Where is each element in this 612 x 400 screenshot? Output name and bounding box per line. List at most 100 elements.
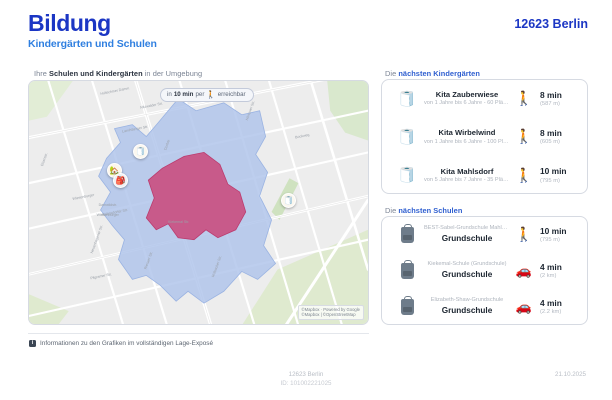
pedestrian-icon: 🚶 — [515, 226, 533, 242]
page-header: Bildung Kindergärten und Schulen 12623 B… — [0, 0, 612, 62]
footnote-text: Informationen zu den Grafiken im vollstä… — [40, 340, 214, 347]
school-row[interactable]: BEST-Sabel-Grundschule Mahlsdorf Grundsc… — [382, 217, 587, 253]
map-attribution: ©Mapbox · Powered by Google ©Mapbox | ©O… — [297, 304, 364, 320]
iso-value: 10 min — [173, 90, 194, 98]
school-name: Elizabeth-Shaw-Grundschule — [430, 297, 504, 304]
footer-location: 12623 Berlin — [288, 371, 324, 378]
map-caption-prefix: Ihre — [34, 69, 50, 78]
school-section-caption: Die nächsten Schulen — [385, 206, 462, 215]
school-marker-1[interactable]: 🎒 — [113, 173, 128, 188]
car-icon: 🚗 — [515, 299, 533, 314]
kindergarten-info: Kita Mahlsdorf von 5 Jahre bis 7 Jahre -… — [422, 167, 512, 185]
travel-time: 10 min — [540, 166, 567, 177]
svg-text:Damwildstr.: Damwildstr. — [99, 203, 117, 207]
kindergarten-travel: 8 min (587 m) — [536, 90, 578, 109]
iso-prefix: in — [167, 90, 172, 98]
map-green-sw — [29, 294, 69, 324]
kindergarten-name: Kita Zauberwiese — [435, 89, 499, 99]
svg-text:Bockweg: Bockweg — [295, 133, 310, 140]
page-title: Bildung — [28, 10, 111, 36]
kindergarten-name: Kita Wirbelwind — [438, 128, 496, 138]
kindergarten-row[interactable]: 🧻 Kita Mahlsdorf von 5 Jahre bis 7 Jahre… — [382, 157, 587, 195]
map-container[interactable]: Hultschiner Damm Nitzwalder Str. Landsbe… — [28, 80, 369, 325]
travel-time: 10 min — [540, 225, 567, 236]
map-section-caption: Ihre Schulen und Kindergärten in der Umg… — [34, 69, 202, 78]
school-type: Grundschule — [441, 233, 493, 243]
zipcode-label: 12623 Berlin — [514, 17, 588, 31]
school-travel: 4 min (2 km) — [536, 262, 578, 281]
pedestrian-icon: 🚶 — [515, 90, 533, 107]
svg-text:Rahnsdorfer Str.: Rahnsdorfer Str. — [102, 208, 128, 217]
kindergarten-section-caption: Die nächsten Kindergärten — [385, 69, 480, 78]
map-street-labels: Hultschiner Damm Nitzwalder Str. Landsbe… — [40, 86, 310, 280]
travel-distance: (2.2 km) — [540, 308, 562, 315]
map-canvas[interactable]: Hultschiner Damm Nitzwalder Str. Landsbe… — [29, 81, 368, 324]
kindergarten-travel: 10 min (795 m) — [536, 166, 578, 185]
school-caption-bold: nächsten Schulen — [398, 206, 463, 215]
footnote-divider — [28, 333, 369, 334]
school-list-panel: BEST-Sabel-Grundschule Mahlsdorf Grundsc… — [381, 216, 588, 325]
iso-middle: per — [195, 90, 205, 98]
kindergarten-row[interactable]: 🧻 Kita Wirbelwind von 1 Jahre bis 6 Jahr… — [382, 118, 587, 156]
kindergarten-marker-1[interactable]: 🧻 — [133, 144, 148, 159]
svg-text:Pilgramer Str.: Pilgramer Str. — [90, 272, 112, 280]
svg-text:Hultschiner Damm: Hultschiner Damm — [100, 86, 130, 96]
map-caption-suffix: in der Umgebung — [142, 69, 203, 78]
kindergarten-detail: von 1 Jahre bis 6 Jahre - 60 Plätze — [424, 100, 510, 107]
kita-caption-bold: nächsten Kindergärten — [398, 69, 480, 78]
schoolbag-icon — [392, 260, 422, 279]
school-row[interactable]: Elizabeth-Shaw-Grundschule Grundschule 🚗… — [382, 289, 587, 325]
kindergarten-info: Kita Zauberwiese von 1 Jahre bis 6 Jahre… — [422, 90, 512, 108]
travel-distance: (587 m) — [540, 100, 560, 107]
school-travel: 10 min (795 m) — [536, 226, 578, 245]
map-green-ne — [327, 81, 368, 141]
svg-text:Nitzwalder Str.: Nitzwalder Str. — [140, 101, 163, 109]
travel-time: 8 min — [540, 128, 562, 139]
svg-text:Kiekemal Str.: Kiekemal Str. — [168, 220, 189, 224]
footnote: i Informationen zu den Grafiken im volls… — [29, 340, 213, 347]
school-info: Elizabeth-Shaw-Grundschule Grundschule — [422, 297, 512, 316]
teddy-bear-icon: 🧻 — [397, 167, 417, 185]
schoolbag-icon — [392, 224, 422, 243]
school-type: Grundschule — [441, 305, 493, 315]
schoolbag-icon — [392, 296, 422, 315]
kindergarten-name: Kita Mahlsdorf — [440, 166, 494, 176]
footer-id: ID: 101002221025 — [280, 380, 332, 388]
map-green-nw — [29, 81, 73, 121]
svg-text:Landsberger Str.: Landsberger Str. — [122, 125, 149, 134]
travel-distance: (605 m) — [540, 139, 560, 146]
svg-text:Wiesenburger: Wiesenburger — [97, 213, 120, 217]
svg-text:Wiesenburger: Wiesenburger — [72, 193, 95, 201]
kindergarten-row[interactable]: 🧻 Kita Zauberwiese von 1 Jahre bis 6 Jah… — [382, 80, 587, 118]
kindergarten-marker-2[interactable]: 🧻 — [281, 193, 296, 208]
travel-distance: (795 m) — [540, 177, 560, 184]
school-travel: 4 min (2.2 km) — [536, 298, 578, 317]
car-icon: 🚗 — [515, 263, 533, 278]
kindergarten-list-panel: 🧻 Kita Zauberwiese von 1 Jahre bis 6 Jah… — [381, 79, 588, 194]
kindergarten-detail: von 5 Jahre bis 7 Jahre - 35 Plätze — [424, 177, 510, 184]
pedestrian-icon: 🚶 — [515, 128, 533, 145]
footer-date: 21.10.2025 — [555, 371, 586, 378]
map-caption-bold: Schulen und Kindergärten — [49, 69, 143, 78]
map-attribution-line-1: ©Mapbox · Powered by Google — [301, 306, 360, 312]
school-caption-prefix: Die — [385, 206, 399, 215]
page-subtitle: Kindergärten und Schulen — [28, 38, 157, 50]
travel-time: 4 min — [540, 261, 562, 272]
isochrone-badge: in 10 min per 🚶 erreichbar — [160, 88, 254, 102]
footer-center: 12623 Berlin ID: 101002221025 — [0, 370, 612, 389]
iso-suffix: erreichbar — [217, 90, 246, 98]
kita-caption-prefix: Die — [385, 69, 399, 78]
svg-text:Hönower Str.: Hönower Str. — [245, 100, 256, 121]
school-info: BEST-Sabel-Grundschule Mahlsdorf Grundsc… — [422, 225, 512, 244]
travel-time: 8 min — [540, 89, 562, 100]
travel-distance: (795 m) — [540, 236, 560, 243]
isochrone-inner-polygon — [145, 151, 247, 241]
travel-time: 4 min — [540, 297, 562, 308]
map-green-se — [242, 229, 368, 324]
school-name: BEST-Sabel-Grundschule Mahlsdorf — [424, 225, 510, 232]
school-row[interactable]: Kiekemal-Schule (Grundschule) Grundschul… — [382, 253, 587, 289]
teddy-bear-icon: 🧻 — [397, 128, 417, 146]
pedestrian-icon: 🚶 — [206, 90, 216, 99]
teddy-bear-icon: 🧻 — [397, 90, 417, 108]
